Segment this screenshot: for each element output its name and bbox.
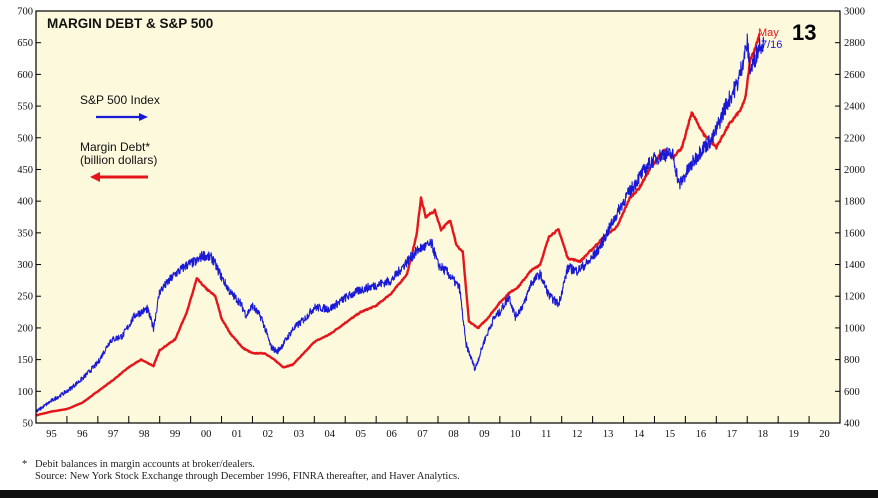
- x-tick-label: 02: [263, 429, 274, 440]
- right-tick-label: 2600: [844, 70, 865, 81]
- x-tick-label: 16: [696, 429, 707, 440]
- legend-margin-debt: Margin Debt* (billion dollars): [80, 140, 157, 182]
- legend-sp500: S&P 500 Index: [80, 93, 160, 121]
- right-tick-label: 800: [844, 355, 860, 366]
- right-tick-label: 1200: [844, 292, 865, 303]
- footnote-source: Source: New York Stock Exchange through …: [35, 471, 460, 482]
- x-tick-label: 19: [788, 429, 799, 440]
- plot-frame: [35, 10, 841, 424]
- page-number: 13: [792, 20, 816, 45]
- left-tick-label: 600: [17, 70, 33, 81]
- annotation-may: May: [758, 27, 779, 39]
- legend-sp500-arrowhead: [139, 113, 148, 121]
- legend-margin-debt-arrowhead: [90, 172, 100, 182]
- x-tick-label: 14: [634, 429, 645, 440]
- legend-sp500-label: S&P 500 Index: [80, 93, 160, 107]
- left-tick-label: 500: [17, 133, 33, 144]
- axis-ticks: [35, 10, 840, 424]
- chart-title: MARGIN DEBT & S&P 500: [47, 16, 213, 31]
- x-tick-label: 12: [572, 429, 583, 440]
- left-tick-label: 250: [17, 292, 33, 303]
- right-tick-label: 2800: [844, 38, 865, 49]
- x-tick-label: 97: [108, 429, 119, 440]
- x-tick-label: 00: [201, 429, 212, 440]
- left-tick-label: 550: [17, 102, 33, 113]
- x-tick-label: 17: [727, 429, 738, 440]
- annotation-7-16: 7/16: [761, 39, 782, 51]
- x-tick-label: 20: [819, 429, 830, 440]
- x-tick-label: 95: [46, 429, 57, 440]
- x-tick-label: 99: [170, 429, 181, 440]
- sp500-line: [35, 33, 765, 413]
- left-tick-label: 300: [17, 260, 33, 271]
- bottom-bar: [0, 490, 878, 498]
- right-tick-label: 1800: [844, 197, 865, 208]
- right-tick-label: 1400: [844, 260, 865, 271]
- x-tick-label: 98: [139, 429, 150, 440]
- x-tick-label: 01: [232, 429, 243, 440]
- x-tick-label: 06: [386, 429, 397, 440]
- x-tick-label: 03: [294, 429, 305, 440]
- left-tick-label: 150: [17, 355, 33, 366]
- right-tick-label: 2000: [844, 165, 865, 176]
- right-tick-label: 3000: [844, 7, 865, 18]
- right-tick-label: 1000: [844, 323, 865, 334]
- x-tick-label: 07: [417, 429, 428, 440]
- left-axis-tick-labels: 50 100 150 200 250 300 350 400 450 500 550 600 650 70…: [17, 7, 33, 430]
- right-tick-label: 2400: [844, 102, 865, 113]
- left-tick-label: 100: [17, 387, 33, 398]
- x-tick-label: 04: [325, 429, 336, 440]
- x-tick-label: 11: [541, 429, 551, 440]
- right-axis-tick-labels: 400 600 800 1000 1200 1400 1600 1800 2000 2200 240…: [844, 7, 865, 430]
- x-tick-label: 05: [355, 429, 366, 440]
- x-axis-tick-labels: 95 96 97 98 99 00 01 02 03 04 05 06 07 08 09 10 11 12 13 14…: [46, 429, 830, 440]
- right-tick-label: 600: [844, 387, 860, 398]
- right-tick-label: 400: [844, 419, 860, 430]
- left-tick-label: 650: [17, 38, 33, 49]
- legend-margin-debt-label: Margin Debt*: [80, 140, 150, 154]
- left-tick-label: 50: [23, 419, 34, 430]
- chart: 5010015020025030035040045050055060065070…: [17, 7, 865, 441]
- x-tick-label: 15: [665, 429, 676, 440]
- legend-margin-debt-unit: (billion dollars): [80, 153, 157, 167]
- left-tick-label: 350: [17, 228, 33, 239]
- x-tick-label: 08: [448, 429, 459, 440]
- left-tick-label: 200: [17, 323, 33, 334]
- margin-debt-line: [35, 32, 761, 417]
- right-tick-label: 2200: [844, 133, 865, 144]
- left-tick-label: 450: [17, 165, 33, 176]
- x-tick-label: 96: [77, 429, 88, 440]
- left-tick-label: 400: [17, 197, 33, 208]
- footnote-definition: Debit balances in margin accounts at bro…: [35, 459, 255, 470]
- x-tick-label: 18: [757, 429, 768, 440]
- x-tick-label: 09: [479, 429, 490, 440]
- x-tick-label: 10: [510, 429, 521, 440]
- left-tick-label: 700: [17, 7, 33, 18]
- x-tick-label: 13: [603, 429, 614, 440]
- footnote-marker: *: [22, 459, 28, 470]
- right-tick-label: 1600: [844, 228, 865, 239]
